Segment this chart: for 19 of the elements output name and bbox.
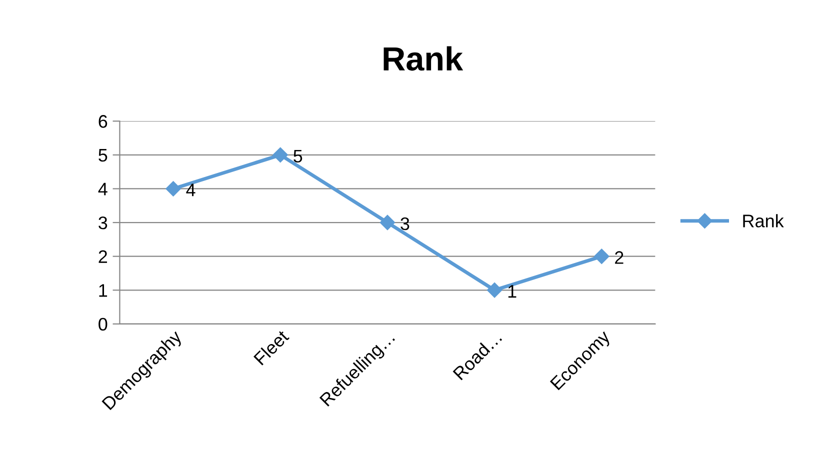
data-label: 1 (508, 285, 516, 298)
y-tick-label: 5 (98, 149, 108, 162)
data-label: 5 (294, 150, 302, 163)
point (486, 282, 502, 298)
data-label: 3 (400, 217, 410, 230)
legend-label: Rank (743, 214, 784, 228)
point (166, 181, 181, 196)
y-tick-label: 3 (98, 216, 108, 230)
data-label: 2 (615, 251, 624, 264)
point (594, 248, 610, 264)
y-tick-label: 1 (99, 284, 108, 297)
y-tick-label: 4 (98, 182, 108, 196)
point (380, 214, 396, 230)
y-tick-label: 0 (98, 318, 108, 331)
chart-title: Rank (384, 46, 464, 71)
y-tick-label: 2 (98, 250, 108, 263)
point (272, 147, 288, 162)
y-tick-label: 6 (98, 115, 108, 128)
data-label: 4 (186, 184, 196, 196)
